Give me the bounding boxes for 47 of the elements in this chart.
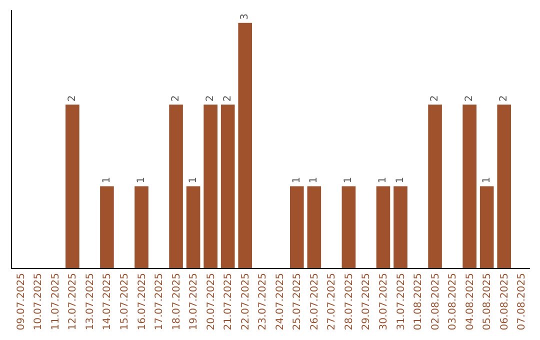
x-tick-label: 10.07.2025 (33, 273, 44, 330)
data-label: 2 (222, 95, 234, 102)
x-tick-label: 21.07.2025 (223, 273, 234, 330)
data-label: 2 (430, 95, 441, 102)
x-tick-label: 16.07.2025 (136, 273, 148, 330)
data-label: 2 (464, 95, 476, 102)
x-tick-label: 25.07.2025 (292, 273, 304, 330)
data-label: 1 (395, 176, 406, 184)
x-tick-label: 22.07.2025 (240, 273, 252, 330)
x-tick-label: 18.07.2025 (171, 273, 182, 330)
data-label: 2 (170, 95, 182, 102)
x-tick-label: 26.07.2025 (309, 273, 320, 330)
x-tick-label: 19.07.2025 (188, 273, 200, 330)
data-label: 1 (343, 176, 354, 184)
x-tick-label: 03.08.2025 (448, 273, 459, 330)
data-label: 1 (291, 176, 302, 184)
x-tick-label: 15.07.2025 (119, 273, 130, 330)
x-tick-label: 11.07.2025 (50, 273, 62, 330)
x-tick-label: 04.08.2025 (464, 273, 476, 330)
data-label: 1 (308, 176, 320, 184)
data-label: 2 (498, 95, 510, 102)
x-tick-label: 20.07.2025 (206, 273, 217, 330)
x-tick-label: 30.07.2025 (378, 273, 390, 330)
x-tick-label: 09.07.2025 (16, 273, 27, 330)
x-tick-label: 14.07.2025 (102, 273, 114, 330)
x-tick-label: 23.07.2025 (258, 273, 269, 330)
x-tick-label: 17.07.2025 (154, 273, 166, 330)
data-label: 1 (188, 176, 199, 184)
x-tick-label: 01.08.2025 (413, 273, 424, 330)
data-label: 1 (136, 176, 147, 184)
x-tick-label: 06.08.2025 (499, 273, 510, 330)
data-label: 3 (240, 14, 251, 20)
x-tick-label: 07.08.2025 (516, 273, 528, 330)
data-label: 2 (66, 95, 78, 102)
x-tick-label: 27.07.2025 (326, 273, 338, 330)
data-label: 1 (378, 176, 389, 184)
x-tick-label: 24.07.2025 (274, 273, 286, 330)
x-tick-label: 28.07.2025 (344, 273, 355, 330)
x-tick-label: 02.08.2025 (430, 273, 442, 330)
data-label: 1 (101, 176, 112, 184)
x-tick-label: 05.08.2025 (482, 273, 494, 330)
x-tick-label: 31.07.2025 (396, 273, 407, 330)
data-label: 1 (481, 176, 492, 184)
x-tick-label: 12.07.2025 (68, 273, 79, 330)
x-tick-label: 29.07.2025 (361, 273, 372, 330)
data-label: 2 (205, 95, 216, 102)
x-tick-label: 13.07.2025 (84, 273, 96, 330)
